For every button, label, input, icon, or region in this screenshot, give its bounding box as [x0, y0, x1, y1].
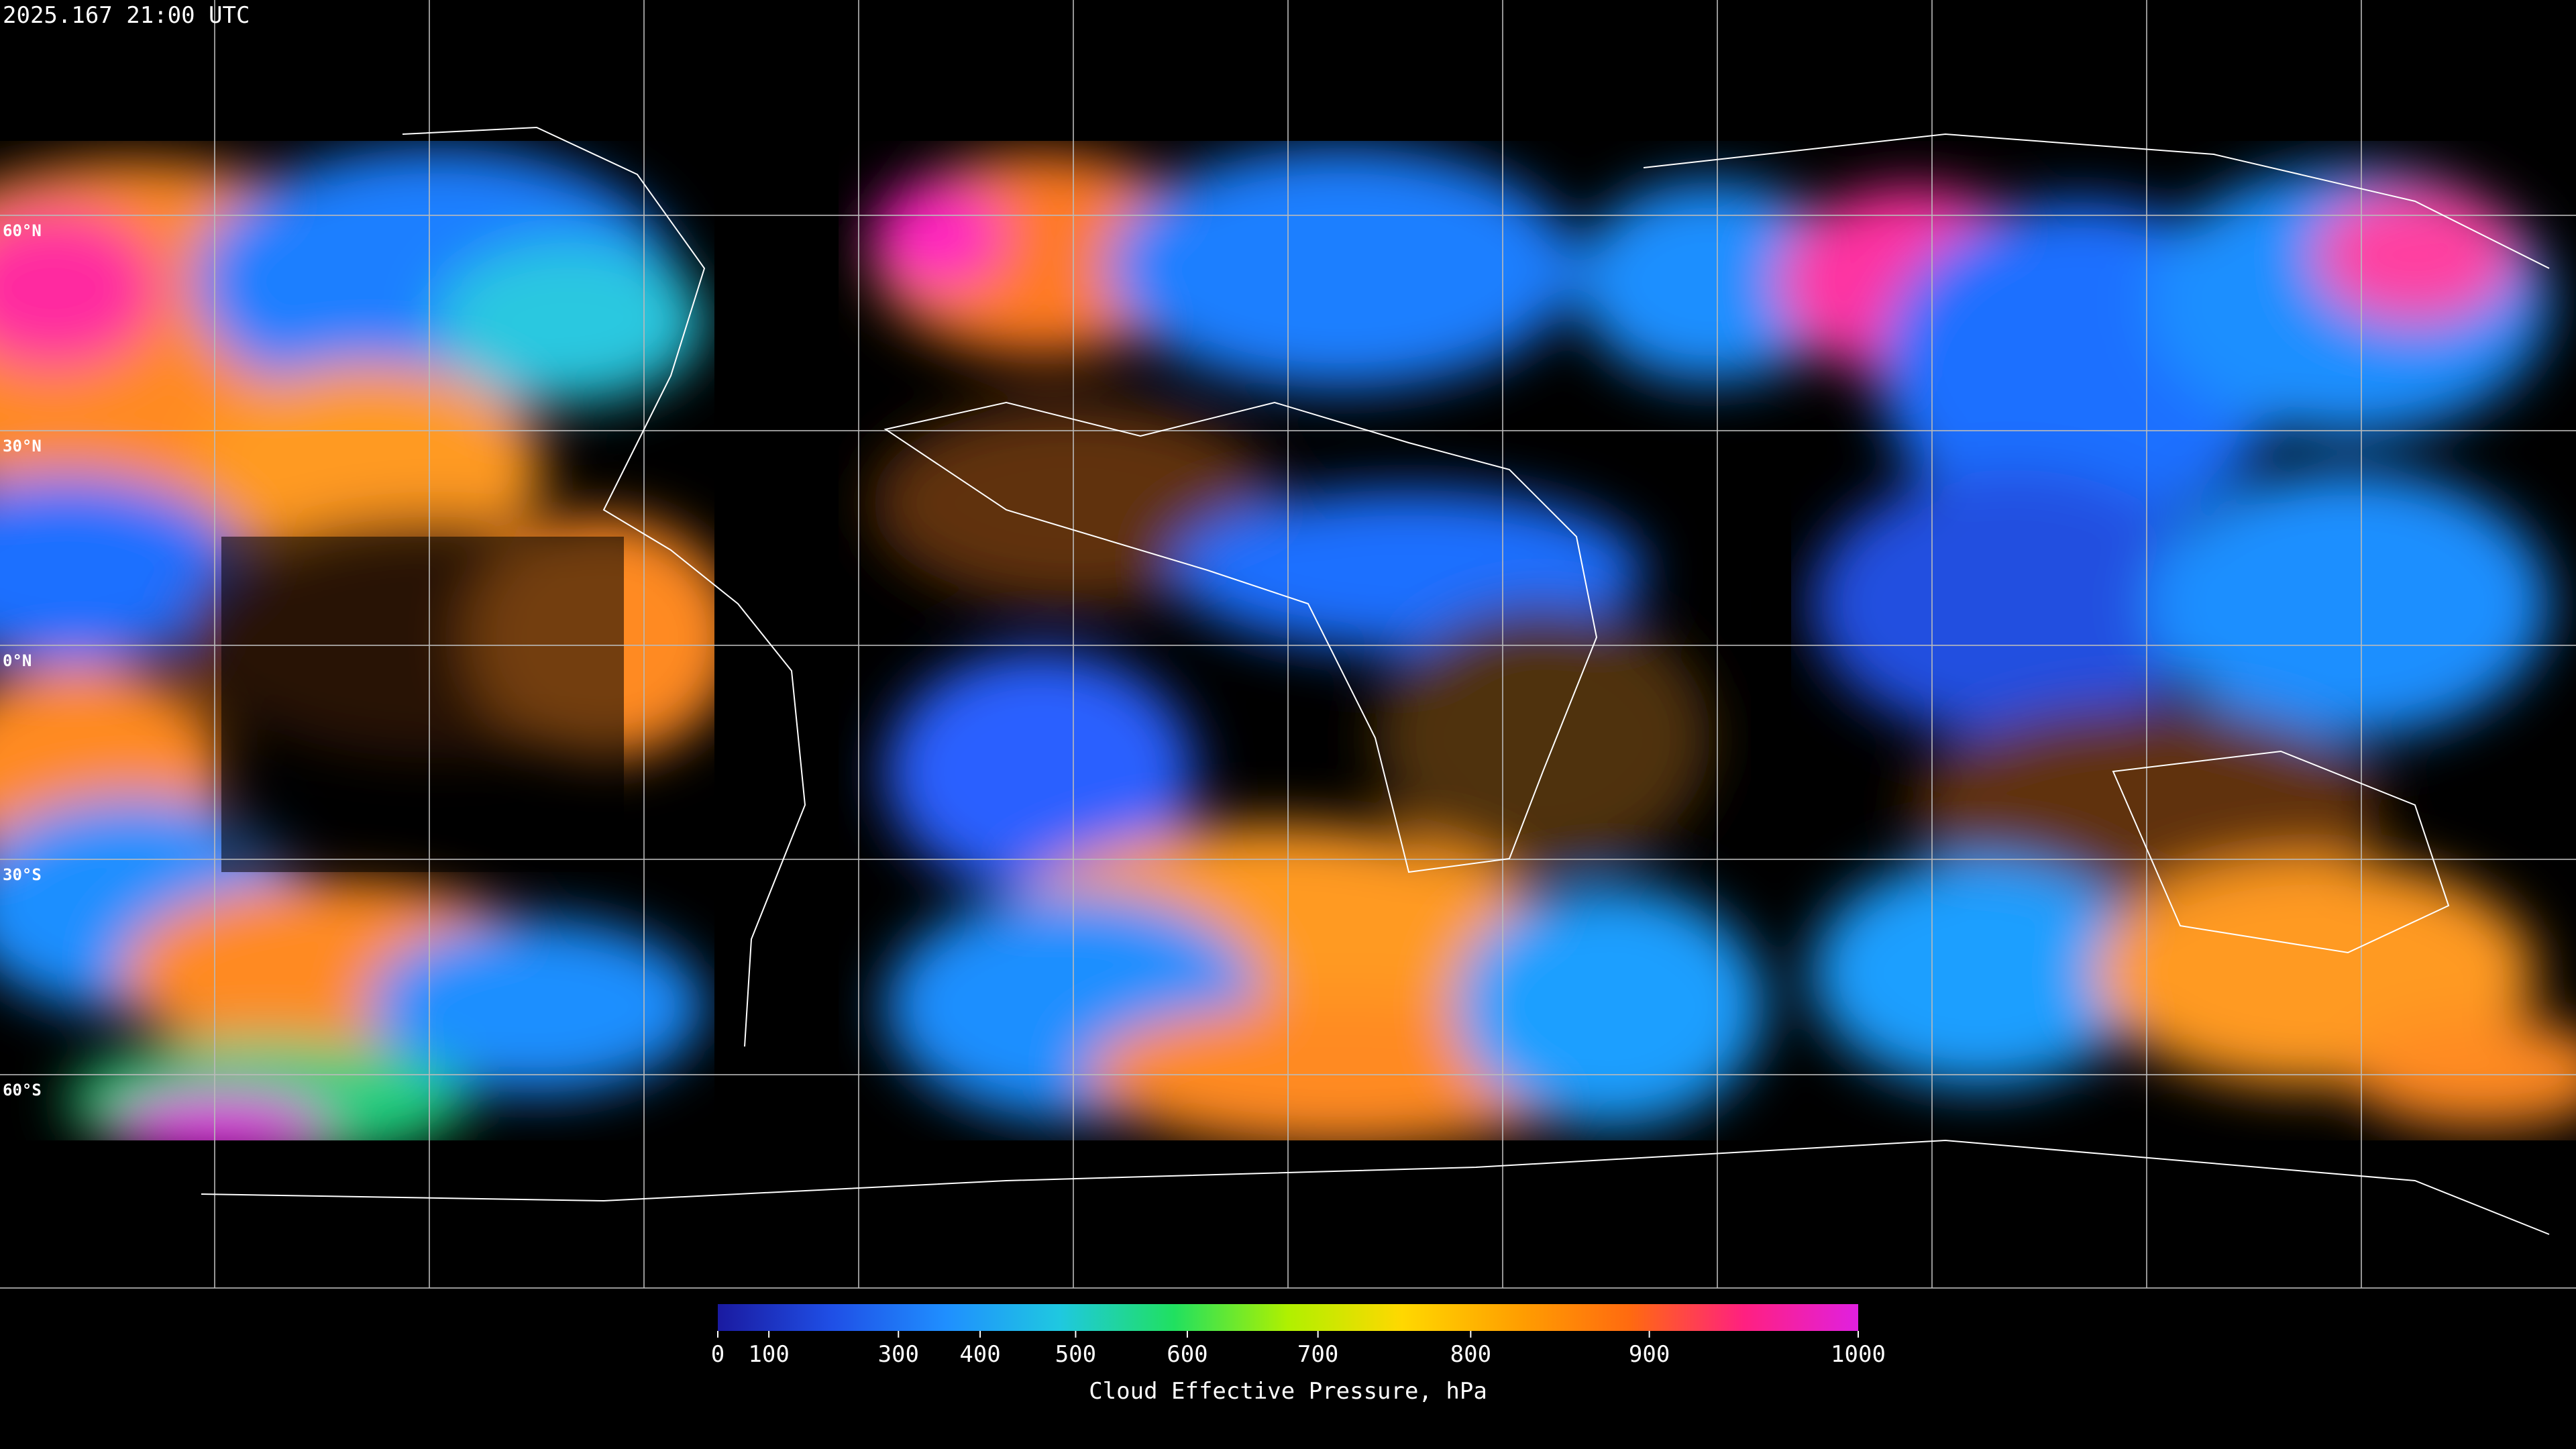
- colorbar-tick-label: 900: [1629, 1341, 1670, 1368]
- colorbar-tick-label: 800: [1450, 1341, 1491, 1368]
- latitude-label: 0°N: [3, 651, 32, 670]
- colorbar-tick-label: 1000: [1831, 1341, 1886, 1368]
- colorbar-tick-label: 0: [711, 1341, 724, 1368]
- colorbar-tick-label: 700: [1297, 1341, 1338, 1368]
- colorbar-label: Cloud Effective Pressure, hPa: [1089, 1378, 1487, 1405]
- latitude-label: 60°S: [3, 1081, 42, 1099]
- colorbar-tick-label: 400: [959, 1341, 1000, 1368]
- colorbar-tick-label: 500: [1055, 1341, 1096, 1368]
- colorbar-ticks: 0 100 300 400 500 600 700 800 900 1000: [711, 1331, 1886, 1368]
- colorbar-tick-label: 600: [1167, 1341, 1208, 1368]
- latitude-label: 30°N: [3, 437, 42, 455]
- colorbar-tick-label: 300: [878, 1341, 919, 1368]
- coastlines: [201, 126, 2550, 1235]
- timestamp: 2025.167 21:00 UTC: [3, 2, 250, 29]
- latitude-labels: 60°N 30°N 0°N 30°S 60°S: [3, 221, 42, 1099]
- graticule: [0, 0, 2576, 1289]
- colorbar: [718, 1304, 1858, 1331]
- latitude-label: 30°S: [3, 865, 42, 884]
- colorbar-tick-label: 100: [748, 1341, 789, 1368]
- latitude-label: 60°N: [3, 221, 42, 240]
